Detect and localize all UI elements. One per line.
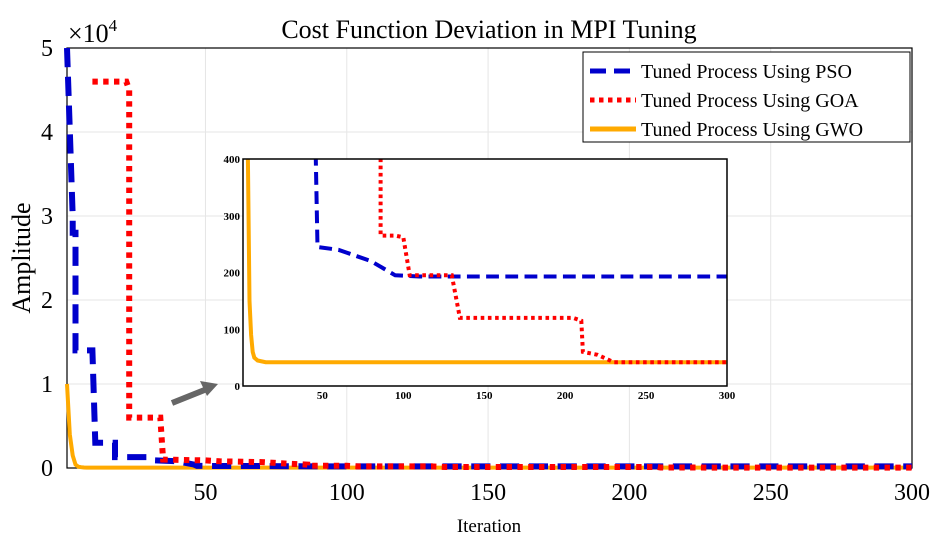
main-series-group xyxy=(64,47,912,471)
main-x-tick-labels: 50 100 150 200 250 300 xyxy=(193,480,930,506)
y-tick-label: 3 xyxy=(41,204,53,230)
inset-y-tick-label: 0 xyxy=(235,381,241,393)
legend-label: Tuned Process Using GWO xyxy=(641,119,863,141)
y-tick-label: 1 xyxy=(41,372,53,398)
series-line-goa xyxy=(92,78,912,471)
x-tick-label: 150 xyxy=(470,480,506,506)
chart-title: Cost Function Deviation in MPI Tuning xyxy=(281,15,696,44)
inset-frame xyxy=(242,158,728,387)
y-exponent-power: 4 xyxy=(109,16,118,35)
inset-x-tick-label: 50 xyxy=(317,390,329,402)
x-tick-label: 100 xyxy=(329,480,365,506)
inset-background xyxy=(243,159,727,386)
y-axis-label: Amplitude xyxy=(7,202,36,313)
zoom-inset: 0 100 200 300 400 50 100 150 200 250 300 xyxy=(224,154,736,402)
y-exponent-base: ×10 xyxy=(68,19,109,48)
inset-y-tick-label: 100 xyxy=(224,324,241,336)
inset-series-group xyxy=(245,159,727,365)
inset-x-tick-label: 300 xyxy=(719,390,736,402)
y-tick-label: 2 xyxy=(41,288,53,314)
x-axis-label: Iteration xyxy=(457,516,522,536)
inset-series-line-gwo xyxy=(245,159,727,365)
inset-y-tick-label: 400 xyxy=(224,154,241,166)
inset-y-tick-label: 200 xyxy=(224,268,241,280)
inset-series-line-pso xyxy=(313,159,727,279)
legend: Tuned Process Using PSO Tuned Process Usi… xyxy=(582,51,911,143)
y-tick-label: 0 xyxy=(41,456,53,482)
inset-x-tick-label: 100 xyxy=(395,390,412,402)
inset-x-tick-labels: 50 100 150 200 250 300 xyxy=(317,390,736,402)
legend-box xyxy=(582,51,911,143)
x-tick-label: 300 xyxy=(894,480,930,506)
inset-x-tick-label: 250 xyxy=(638,390,655,402)
legend-label: Tuned Process Using PSO xyxy=(641,61,852,83)
x-tick-label: 200 xyxy=(611,480,647,506)
y-tick-label: 4 xyxy=(41,120,53,146)
inset-y-tick-labels: 0 100 200 300 400 xyxy=(224,154,241,393)
y-tick-label: 5 xyxy=(41,36,53,62)
zoom-arrow-icon xyxy=(170,381,218,406)
main-y-tick-labels: 0 1 2 3 4 5 xyxy=(41,36,53,482)
inset-series-line-goa xyxy=(378,159,727,365)
x-tick-label: 250 xyxy=(753,480,789,506)
inset-x-tick-label: 200 xyxy=(557,390,574,402)
legend-label: Tuned Process Using GOA xyxy=(641,90,859,112)
x-tick-label: 50 xyxy=(193,480,217,506)
inset-x-tick-label: 150 xyxy=(476,390,493,402)
series-line-gwo xyxy=(65,383,912,470)
inset-y-tick-label: 300 xyxy=(224,211,241,223)
y-exponent-label: ×104 xyxy=(68,16,118,48)
